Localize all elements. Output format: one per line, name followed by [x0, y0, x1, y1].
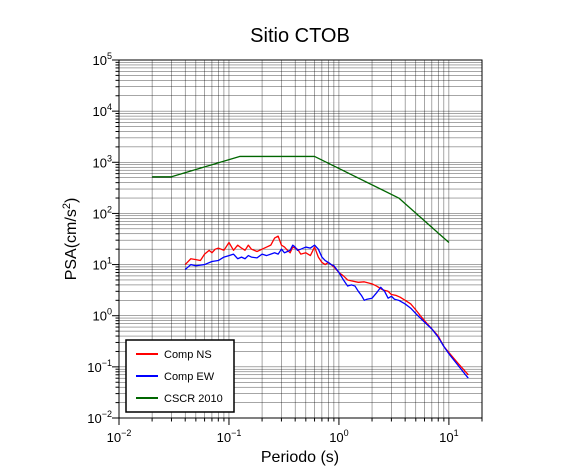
y-tick-label: 105 [93, 51, 112, 68]
plot-frame [118, 59, 483, 419]
x-tick-label: 10−2 [107, 428, 132, 445]
chart-title: Sitio CTOB [250, 25, 350, 47]
x-axis-ticks: 10−2 10−1 100 101 [107, 418, 483, 445]
y-tick-label: 100 [93, 307, 112, 324]
legend: Comp NS Comp EW CSCR 2010 [125, 339, 235, 413]
y-tick-label: 103 [93, 153, 112, 170]
legend-label: Comp EW [164, 371, 215, 383]
legend-label: CSCR 2010 [164, 393, 223, 405]
x-tick-label: 100 [329, 428, 348, 445]
y-axis-title: PSA(cm/s2) [61, 198, 80, 281]
y-tick-label: 104 [93, 102, 112, 119]
x-axis-title: Periodo (s) [261, 449, 339, 466]
y-axis-ticks: 10−2 10−1 100 101 102 103 104 105 [87, 51, 119, 426]
grid-lines [118, 59, 483, 419]
series-line-0 [184, 235, 469, 376]
y-tick-label: 101 [93, 256, 112, 273]
legend-label: Comp NS [164, 349, 212, 361]
y-tick-label: 10−2 [87, 409, 112, 426]
series-line-1 [184, 244, 469, 379]
series-line-2 [152, 155, 450, 243]
x-tick-label: 10−1 [217, 428, 242, 445]
data-series [152, 155, 469, 379]
y-tick-label: 102 [93, 204, 112, 221]
x-tick-label: 101 [439, 428, 458, 445]
y-tick-label: 10−1 [87, 358, 112, 375]
